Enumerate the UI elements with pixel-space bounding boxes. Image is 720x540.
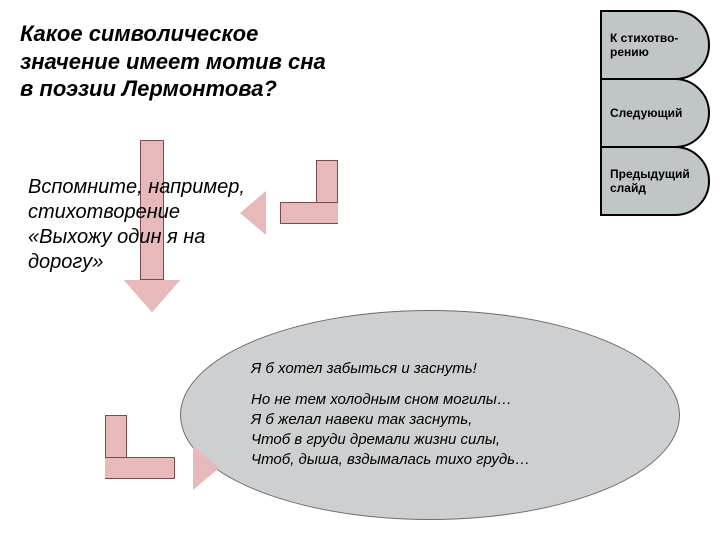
arrow-left-icon [258, 160, 338, 240]
quote-line: Чтоб, дыша, вздымалась тихо грудь… [251, 450, 619, 470]
nav-prev-button[interactable]: Предыдущий слайд [600, 146, 710, 216]
quote-line: Но не тем холодным сном могилы… [251, 390, 619, 410]
quote-line: Чтоб в груди дремали жизни силы, [251, 430, 619, 450]
arrow-right-icon [105, 415, 205, 495]
nav-panel: К стихотво-рению Следующий Предыдущий сл… [600, 10, 710, 214]
quote-ellipse: Я б хотел забыться и заснуть! Но не тем … [180, 310, 680, 520]
nav-next-button[interactable]: Следующий [600, 78, 710, 148]
slide-title: Какое символическое значение имеет мотив… [20, 20, 340, 103]
nav-to-poem-button[interactable]: К стихотво-рению [600, 10, 710, 80]
quote-line: Я б хотел забыться и заснуть! [251, 359, 619, 379]
quote-line: Я б желал навеки так заснуть, [251, 410, 619, 430]
hint-text: Вспомните, например, стихотворение «Выхо… [28, 175, 258, 275]
